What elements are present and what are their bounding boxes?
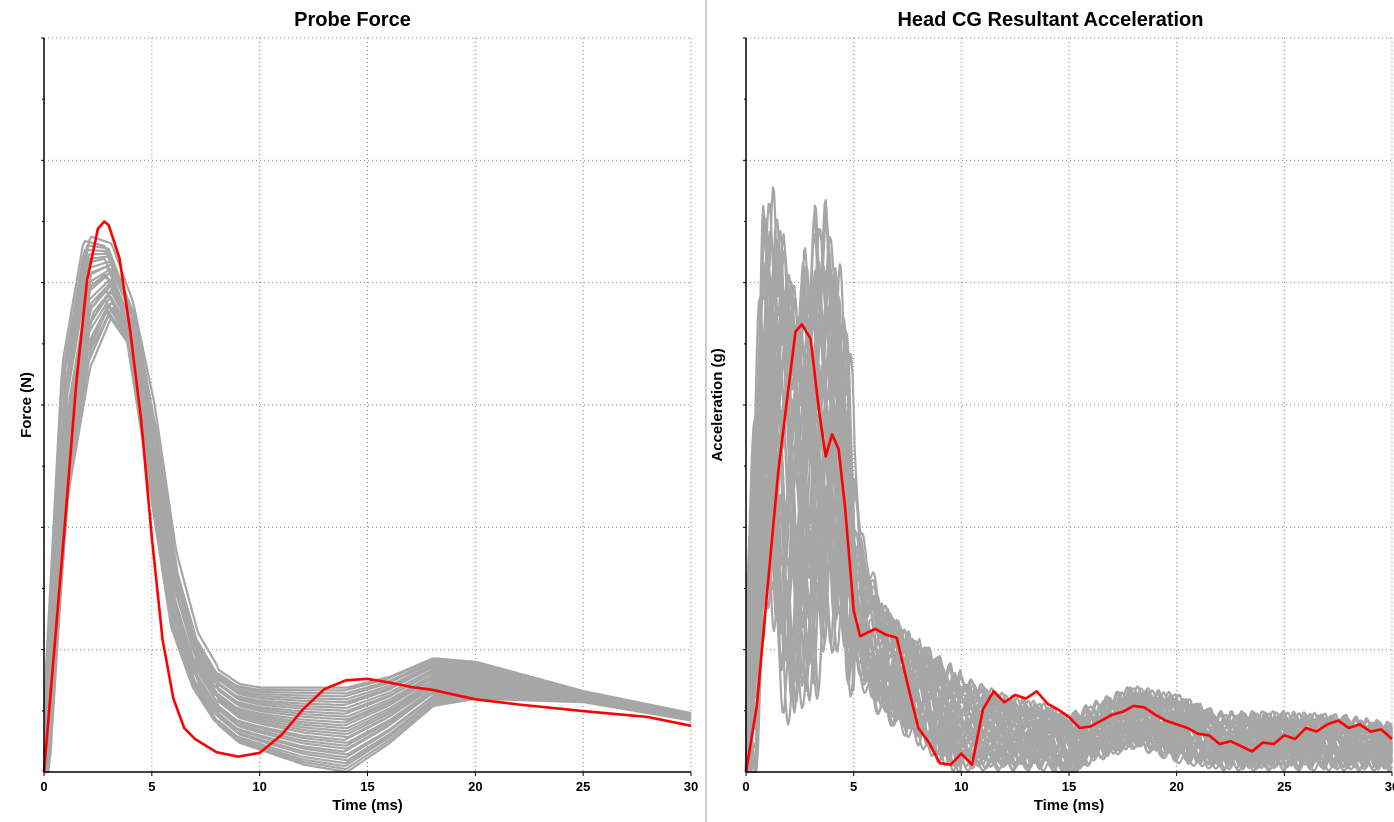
highlight-trace — [42, 220, 692, 773]
y-axis-label: Force (N) — [18, 372, 35, 438]
x-tick-label: 5 — [850, 779, 857, 794]
x-tick-label: 15 — [1062, 779, 1076, 794]
head-cg-acceleration-chart-panel: Head CG Resultant Acceleration 0 5 10 15 20 25… — [707, 0, 1394, 822]
x-tick-label: 0 — [40, 779, 47, 794]
x-tick-label: 10 — [252, 779, 266, 794]
panel-divider — [705, 0, 707, 822]
reference-trace — [44, 235, 692, 774]
x-tick-label: 20 — [1169, 779, 1183, 794]
x-tick-label: 0 — [742, 779, 749, 794]
x-tick-label: 10 — [954, 779, 968, 794]
x-tick-label: 30 — [684, 779, 698, 794]
probe-force-chart-panel: Probe Force 0 5 10 15 20 25 30 Time (ms) Force (N… — [18, 9, 699, 814]
x-axis-label: Time (ms) — [332, 797, 403, 814]
reference-trace — [744, 186, 1393, 773]
head-cg-acceleration-chart: Head CG Resultant Acceleration 0 5 10 15 20 25… — [709, 9, 1394, 814]
x-tick-label: 25 — [1277, 779, 1291, 794]
highlight-trace — [744, 322, 1393, 773]
x-axis-label: Time (ms) — [1034, 797, 1105, 814]
reference-trace — [744, 221, 1394, 773]
chart-title: Probe Force — [294, 9, 411, 31]
chart-title: Head CG Resultant Acceleration — [897, 9, 1203, 31]
x-tick-label: 5 — [148, 779, 155, 794]
reference-traces — [42, 235, 692, 774]
x-tick-label: 20 — [468, 779, 482, 794]
reference-trace — [744, 458, 1393, 773]
y-axis-label: Acceleration (g) — [709, 348, 726, 461]
probe-force-chart: Probe Force 0 5 10 15 20 25 30 Time (ms) Force (N… — [18, 9, 698, 814]
x-tick-label: 30 — [1385, 779, 1394, 794]
x-tick-label: 25 — [576, 779, 590, 794]
x-tick-label: 15 — [360, 779, 374, 794]
